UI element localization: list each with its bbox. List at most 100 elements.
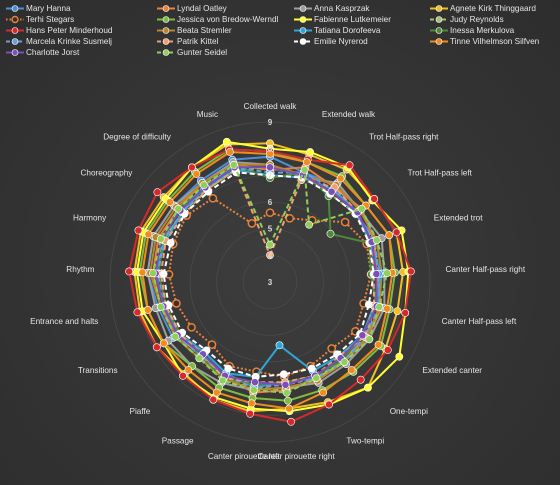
- data-point: [406, 267, 415, 276]
- data-point: [372, 270, 381, 278]
- legend-symbol: [294, 5, 312, 12]
- data-point: [166, 239, 175, 247]
- data-point: [340, 217, 350, 227]
- series-line: [151, 163, 389, 394]
- category-label: One-tempi: [390, 407, 428, 416]
- data-point: [340, 358, 349, 366]
- tick-label: 7: [268, 171, 273, 180]
- data-point: [364, 300, 373, 309]
- legend-label: Agnete Kirk Thinggaard: [450, 4, 536, 13]
- data-point: [282, 388, 291, 397]
- data-point: [375, 302, 384, 311]
- grid-ring: [109, 121, 431, 443]
- legend-label: Marcela Krinke Susmelj: [26, 37, 112, 46]
- data-point: [287, 417, 295, 426]
- data-point: [302, 158, 311, 167]
- data-point: [225, 148, 234, 156]
- data-point: [199, 181, 208, 189]
- legend-item: Inessa Merkulova: [428, 25, 514, 36]
- data-point: [393, 307, 402, 315]
- series-line: [157, 166, 381, 389]
- data-point: [224, 364, 233, 373]
- data-point: [325, 400, 333, 409]
- data-point: [385, 231, 394, 240]
- category-label: Degree of difficulty: [103, 133, 172, 142]
- legend-symbol: [157, 49, 175, 56]
- data-point: [265, 208, 275, 218]
- category-label: Canter Half-pass right: [446, 265, 526, 274]
- data-point: [266, 251, 274, 260]
- data-point: [370, 194, 379, 203]
- data-point: [395, 352, 404, 361]
- legend-item: Jessica von Bredow-Werndl: [155, 14, 278, 25]
- data-point: [249, 386, 258, 394]
- legend-item: Agnete Kirk Thinggaard: [428, 3, 536, 14]
- data-point: [358, 331, 367, 340]
- data-point: [159, 339, 168, 348]
- category-label: Transitions: [78, 366, 118, 375]
- legend-item: Tinne Vilhelmson Silfven: [428, 36, 539, 47]
- tick-label: 8: [268, 145, 273, 154]
- data-point: [195, 354, 204, 363]
- data-point: [345, 161, 354, 170]
- data-point: [383, 346, 392, 354]
- tick-label: 3: [268, 278, 273, 287]
- legend-label: Lyndal Oatley: [177, 4, 227, 13]
- legend-item: Patrik Kittel: [155, 36, 218, 47]
- data-point: [134, 226, 143, 235]
- data-point: [192, 170, 201, 178]
- data-point: [347, 366, 356, 374]
- legend-symbol: [157, 5, 175, 12]
- legend-symbol: [6, 38, 24, 45]
- series-line: [135, 140, 410, 413]
- data-point: [327, 344, 337, 353]
- series-line: [167, 197, 373, 378]
- legend-symbol: [430, 27, 448, 34]
- category-label: Passage: [162, 437, 194, 446]
- legend-symbol: [430, 5, 448, 12]
- data-point: [209, 395, 218, 404]
- legend-label: Charlotte Jorst: [26, 48, 80, 57]
- data-point: [229, 160, 238, 169]
- data-point: [172, 299, 181, 308]
- tick-label: 6: [268, 198, 273, 207]
- series-line: [154, 166, 378, 386]
- legend-label: Mary Hanna: [26, 4, 71, 13]
- data-point: [319, 388, 328, 397]
- data-point: [372, 236, 381, 244]
- legend-item: Lyndal Oatley: [155, 3, 227, 14]
- data-point: [178, 371, 187, 380]
- legend-label: Jessica von Bredow-Werndl: [177, 15, 279, 24]
- data-point: [392, 228, 401, 237]
- legend-item: Anna Kasprzak: [292, 3, 370, 14]
- legend-item: Mary Hanna: [4, 3, 71, 14]
- legend-label: Tatiana Dorofeeva: [314, 26, 381, 35]
- data-point: [247, 219, 257, 228]
- category-label: Canter pirouette right: [258, 452, 336, 461]
- series-2: [143, 158, 389, 394]
- legend-item: Hans Peter Minderhoud: [4, 25, 112, 36]
- data-point: [279, 370, 288, 379]
- legend-label: Gunter Seidel: [177, 48, 228, 57]
- category-label: Trot Half-pass right: [369, 133, 439, 142]
- data-point: [266, 163, 274, 172]
- data-point: [401, 308, 410, 317]
- legend-symbol: [6, 15, 24, 24]
- category-label: Choreography: [81, 168, 134, 177]
- category-label: Harmony: [73, 214, 107, 223]
- tick-label: 5: [268, 225, 273, 234]
- series-line: [149, 163, 383, 392]
- legend-symbol: [6, 5, 24, 12]
- legend-label: Hans Peter Minderhoud: [26, 26, 113, 35]
- data-point: [184, 366, 193, 374]
- data-point: [247, 399, 256, 408]
- legend-label: Inessa Merkulova: [450, 26, 515, 35]
- legend-item: Marcela Krinke Susmelj: [4, 36, 112, 47]
- series-line: [141, 150, 394, 410]
- category-label: Extended trot: [434, 214, 483, 223]
- legend-symbol: [157, 16, 175, 23]
- data-point: [138, 268, 147, 277]
- series-line: [154, 168, 383, 378]
- data-point: [156, 302, 165, 311]
